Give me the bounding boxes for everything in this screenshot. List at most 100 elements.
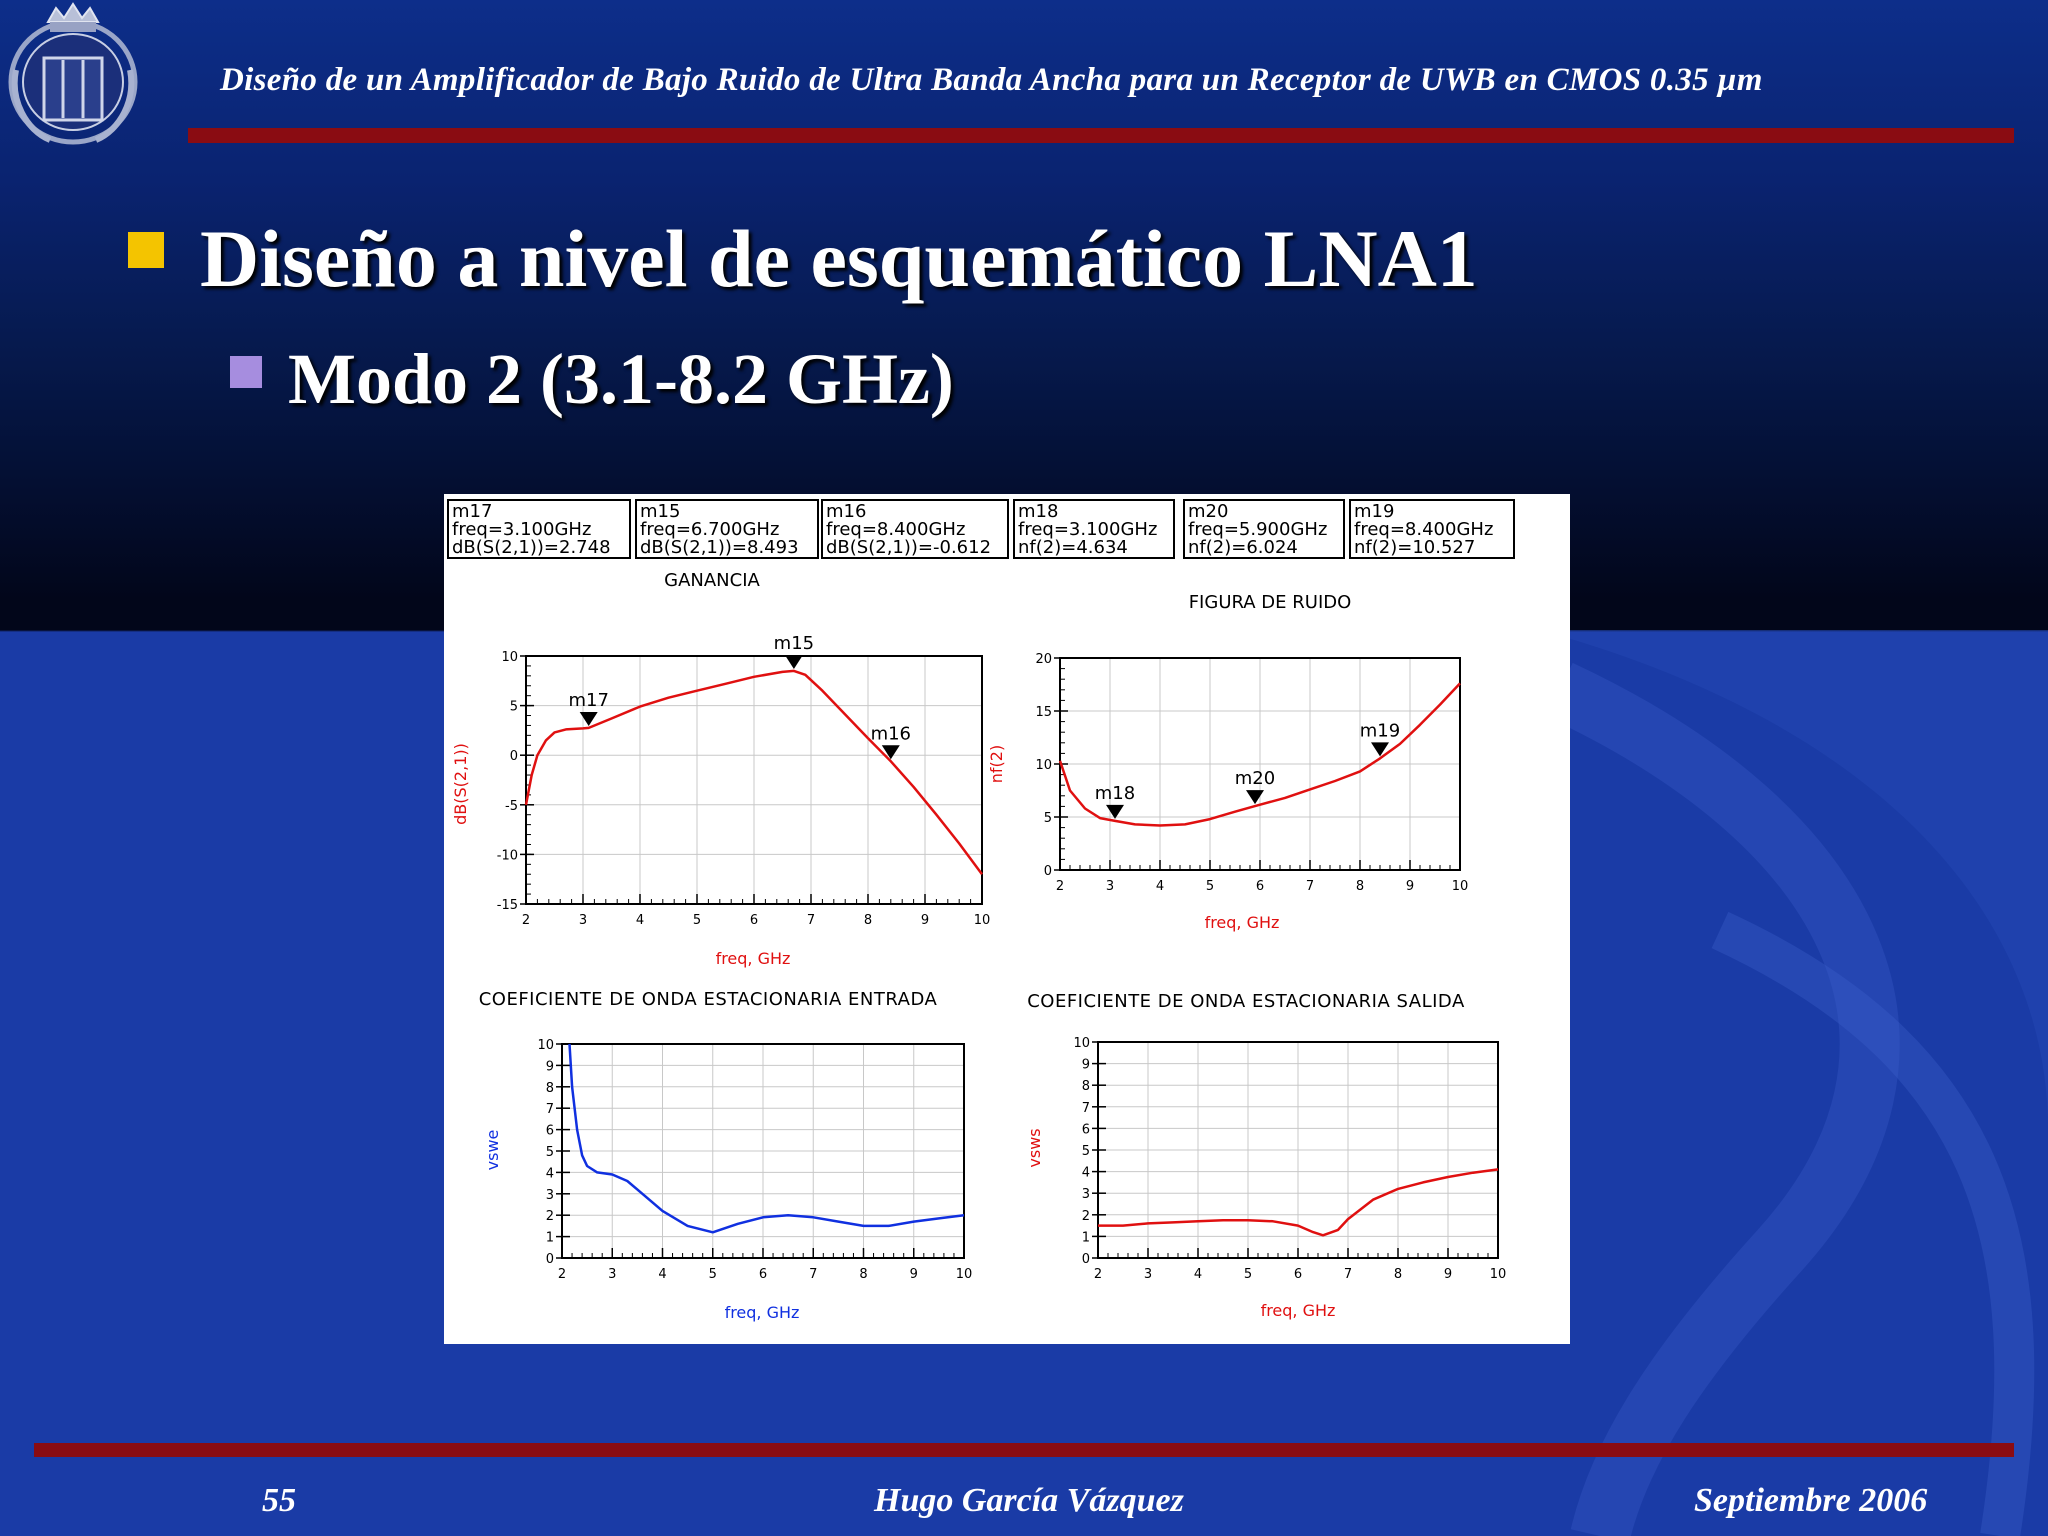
y-tick-label: 4	[1082, 1166, 1090, 1181]
ylabel-ganancia: dB(S(2,1))	[451, 743, 470, 825]
y-tick-label: 10	[1073, 1036, 1090, 1051]
y-tick-label: 1	[546, 1231, 554, 1246]
y-tick-label: 2	[546, 1209, 554, 1224]
plot-border	[1097, 1041, 1499, 1259]
y-tick-label: 7	[546, 1102, 554, 1117]
marker-box-m15: m15 freq=6.700GHz dB(S(2,1))=8.493	[635, 499, 819, 559]
marker-label-m16: m16	[871, 723, 911, 744]
x-tick-label: 7	[807, 913, 815, 928]
series-line	[1098, 1168, 1499, 1237]
x-tick-label: 10	[1490, 1267, 1507, 1282]
x-tick-label: 4	[636, 913, 644, 928]
x-tick-label: 10	[1452, 879, 1469, 894]
x-tick-label: 8	[864, 913, 872, 928]
header-title: Diseño de un Amplificador de Bajo Ruido …	[220, 62, 1763, 98]
x-tick-label: 3	[579, 913, 587, 928]
marker-box-m18: m18 freq=3.100GHz nf(2)=4.634	[1013, 499, 1175, 559]
y-tick-label: 6	[1082, 1122, 1090, 1137]
marker-box-freq: freq=3.100GHz	[1018, 519, 1157, 540]
y-tick-label: 5	[546, 1145, 554, 1160]
marker-box-freq: freq=8.400GHz	[1354, 519, 1493, 540]
footer-divider	[34, 1443, 2014, 1457]
y-tick-label: 4	[546, 1166, 554, 1181]
bullet-level1-text: Diseño a nivel de esquemático LNA1	[200, 213, 1478, 304]
y-tick-label: 15	[1035, 705, 1052, 720]
y-tick-label: 20	[1035, 652, 1052, 667]
simulation-plots-svg: m17 freq=3.100GHz dB(S(2,1))=2.748 m15 f…	[447, 499, 1515, 1322]
marker-label-m18: m18	[1095, 783, 1135, 804]
x-tick-label: 7	[809, 1267, 817, 1282]
plot-border	[525, 655, 983, 905]
y-tick-label: 8	[1082, 1079, 1090, 1094]
university-crest-logo	[8, 2, 138, 145]
x-tick-label: 3	[608, 1267, 616, 1282]
x-tick-label: 6	[750, 913, 758, 928]
marker-box-name: m18	[1018, 501, 1058, 522]
footer-author: Hugo García Vázquez	[874, 1482, 1184, 1519]
marker-box-freq: freq=6.700GHz	[640, 519, 779, 540]
bullet-square-yellow	[128, 232, 164, 268]
footer-page-number: 55	[262, 1482, 296, 1519]
x-tick-label: 5	[1206, 879, 1214, 894]
marker-box-value: dB(S(2,1))=8.493	[640, 537, 799, 558]
marker-box-m16: m16 freq=8.400GHz dB(S(2,1))=-0.612	[821, 499, 1009, 559]
marker-label-m15: m15	[774, 633, 814, 654]
chart-title-ganancia: GANANCIA	[664, 570, 760, 591]
x-tick-label: 5	[709, 1267, 717, 1282]
x-tick-label: 3	[1144, 1267, 1152, 1282]
series-line	[1058, 682, 1461, 827]
series-line	[568, 1043, 965, 1234]
ylabel-vswr-entrada: vswe	[483, 1130, 502, 1171]
series-line	[524, 669, 984, 875]
x-tick-label: 7	[1306, 879, 1314, 894]
y-tick-label: -5	[505, 799, 518, 814]
marker-triangle-m20	[1246, 790, 1264, 805]
x-tick-label: 4	[658, 1267, 666, 1282]
y-tick-label: 0	[1044, 864, 1052, 879]
y-tick-label: 5	[1044, 811, 1052, 826]
y-tick-label: -10	[497, 848, 518, 863]
y-tick-label: 8	[546, 1081, 554, 1096]
x-tick-label: 4	[1194, 1267, 1202, 1282]
y-tick-label: 0	[510, 749, 518, 764]
y-tick-label: 5	[1082, 1144, 1090, 1159]
ylabel-vswr-salida: vsws	[1025, 1128, 1044, 1167]
y-tick-label: 2	[1082, 1209, 1090, 1224]
xlabel-vswr-salida: freq, GHz	[1261, 1301, 1336, 1320]
y-tick-label: 7	[1082, 1101, 1090, 1116]
y-tick-label: 10	[1035, 758, 1052, 773]
y-tick-label: 10	[537, 1038, 554, 1053]
header-divider	[188, 128, 2014, 143]
marker-triangle-m15	[784, 654, 803, 669]
y-tick-label: 9	[546, 1059, 554, 1074]
plot-border	[561, 1043, 965, 1259]
x-tick-label: 2	[1056, 879, 1064, 894]
chart-title-vswr-salida: COEFICIENTE DE ONDA ESTACIONARIA SALIDA	[1027, 991, 1465, 1012]
x-tick-label: 9	[1444, 1267, 1452, 1282]
x-tick-label: 5	[1244, 1267, 1252, 1282]
y-tick-label: 3	[1082, 1187, 1090, 1202]
marker-label-m17: m17	[568, 690, 608, 711]
marker-box-value: nf(2)=6.024	[1188, 537, 1298, 558]
y-tick-label: 3	[546, 1188, 554, 1203]
x-tick-label: 5	[693, 913, 701, 928]
marker-box-m19: m19 freq=8.400GHz nf(2)=10.527	[1349, 499, 1515, 559]
marker-box-value: nf(2)=10.527	[1354, 537, 1475, 558]
marker-box-m17: m17 freq=3.100GHz dB(S(2,1))=2.748	[447, 499, 631, 559]
marker-box-value: dB(S(2,1))=2.748	[452, 537, 611, 558]
marker-box-name: m17	[452, 501, 492, 522]
marker-box-freq: freq=3.100GHz	[452, 519, 591, 540]
marker-triangle-m18	[1106, 804, 1124, 819]
marker-box-value: dB(S(2,1))=-0.612	[826, 537, 991, 558]
x-tick-label: 4	[1156, 879, 1164, 894]
x-tick-label: 6	[759, 1267, 767, 1282]
chart-title-figura-ruido: FIGURA DE RUIDO	[1189, 592, 1352, 613]
x-tick-label: 2	[522, 913, 530, 928]
marker-box-value: nf(2)=4.634	[1018, 537, 1128, 558]
ylabel-figura-ruido: nf(2)	[987, 745, 1006, 783]
y-tick-label: 0	[546, 1252, 554, 1267]
plot-0: 2 3 4 5 6 7 8 9 10 10 5 0 -5 -10 -15 m17 m15 m16	[497, 633, 991, 928]
y-tick-label: 5	[510, 700, 518, 715]
x-tick-label: 7	[1344, 1267, 1352, 1282]
